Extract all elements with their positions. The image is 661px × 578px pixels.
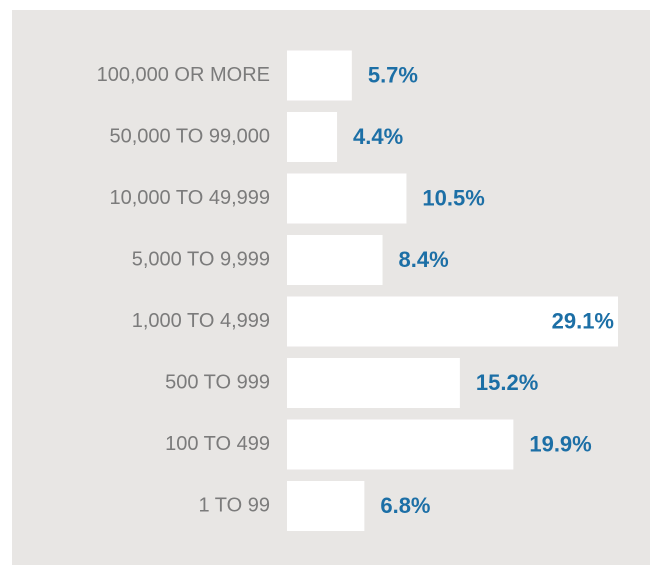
value-label: 5.7%: [368, 62, 418, 87]
category-label: 5,000 TO 9,999: [132, 248, 270, 270]
category-label: 1 TO 99: [198, 494, 270, 516]
value-label: 4.4%: [353, 124, 403, 149]
bar: [287, 235, 383, 285]
category-label: 100,000 OR MORE: [97, 64, 270, 86]
category-label: 1,000 TO 4,999: [132, 310, 270, 332]
bar: [287, 358, 460, 408]
value-label: 6.8%: [380, 493, 430, 518]
category-label: 500 TO 999: [165, 371, 270, 393]
value-label: 19.9%: [529, 431, 591, 456]
value-label: 15.2%: [476, 370, 538, 395]
bar: [287, 419, 514, 470]
value-label: 8.4%: [399, 247, 449, 272]
bar: [287, 50, 352, 101]
category-label: 10,000 TO 49,999: [109, 187, 270, 209]
value-label: 10.5%: [422, 185, 484, 210]
bar: [287, 173, 407, 224]
bar: [287, 112, 338, 162]
bar: [287, 296, 618, 347]
category-label: 100 TO 499: [165, 433, 270, 455]
value-label: 29.1%: [552, 308, 614, 333]
bar: [287, 481, 365, 531]
chart-background: [12, 10, 650, 565]
category-label: 50,000 TO 99,000: [109, 125, 270, 147]
